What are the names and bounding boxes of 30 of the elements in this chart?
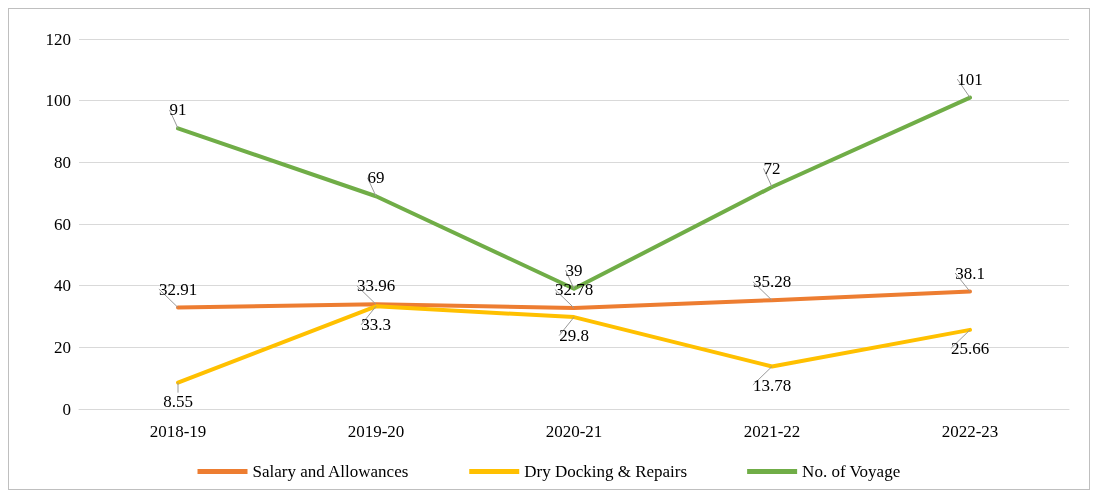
data-label: 101 bbox=[957, 69, 983, 89]
data-label: 32.91 bbox=[158, 279, 198, 299]
data-label: 25.66 bbox=[950, 338, 990, 358]
data-label: 29.8 bbox=[559, 326, 589, 346]
data-label: 8.55 bbox=[163, 391, 193, 411]
y-tick-label: 20 bbox=[54, 337, 71, 357]
x-tick-label: 2019-20 bbox=[347, 422, 405, 441]
x-tick-label: 2020-21 bbox=[545, 422, 603, 441]
y-tick-label: 60 bbox=[54, 214, 71, 234]
y-tick-label: 100 bbox=[45, 91, 71, 111]
data-label: 69 bbox=[367, 168, 385, 188]
legend-label: Dry Docking & Repairs bbox=[524, 462, 688, 481]
data-label: 33.96 bbox=[356, 276, 396, 296]
data-label: 33.3 bbox=[361, 315, 391, 335]
data-label: 38.1 bbox=[955, 263, 985, 283]
data-label: 13.78 bbox=[752, 375, 792, 395]
data-label: 91 bbox=[169, 100, 187, 120]
legend-label: No. of Voyage bbox=[802, 462, 901, 481]
x-tick-label: 2021-22 bbox=[743, 422, 801, 441]
y-tick-label: 80 bbox=[54, 152, 71, 172]
y-tick-label: 120 bbox=[45, 29, 71, 49]
y-tick-label: 0 bbox=[62, 399, 71, 419]
x-tick-label: 2018-19 bbox=[149, 422, 207, 441]
y-tick-label: 40 bbox=[54, 276, 71, 296]
data-label: 32.78 bbox=[554, 279, 594, 299]
data-label: 39 bbox=[565, 260, 583, 280]
data-label: 35.28 bbox=[752, 272, 792, 292]
x-tick-label: 2022-23 bbox=[941, 422, 999, 441]
data-label: 72 bbox=[763, 159, 781, 178]
legend-label: Salary and Allowances bbox=[252, 462, 409, 481]
